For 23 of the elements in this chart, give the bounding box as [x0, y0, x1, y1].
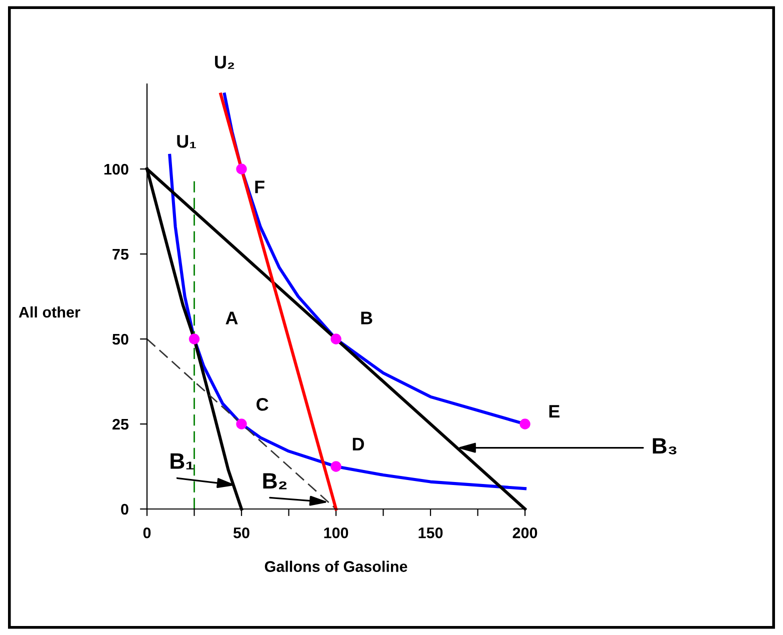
x-tick-label: 200 — [512, 527, 538, 538]
x-tick-label: 100 — [324, 527, 348, 538]
y-tick-label: 50 — [112, 334, 128, 345]
annotation: F — [255, 180, 264, 194]
annotation: B₃ — [652, 438, 676, 454]
y-axis-title: All other — [18, 306, 80, 318]
x-axis-title: Gallons of Gasoline — [264, 560, 408, 572]
y-tick-label: 0 — [121, 504, 128, 515]
y-tick-label: 75 — [112, 249, 129, 260]
annotation: B₂ — [263, 473, 287, 490]
annotation: A — [226, 312, 238, 324]
y-tick-label: 25 — [112, 418, 129, 430]
annotation: U₂ — [215, 56, 234, 69]
x-tick-label: 50 — [233, 527, 250, 538]
annotation: C — [256, 398, 268, 411]
annotation: U₁ — [177, 135, 196, 148]
x-tick-label: 150 — [418, 527, 443, 538]
annotation: B₁ — [170, 453, 194, 470]
annotation: E — [549, 405, 560, 418]
x-tick-label: 0 — [143, 527, 151, 538]
annotation: B — [361, 312, 372, 324]
y-tick-label: 100 — [104, 164, 128, 175]
annotation: D — [352, 438, 364, 450]
